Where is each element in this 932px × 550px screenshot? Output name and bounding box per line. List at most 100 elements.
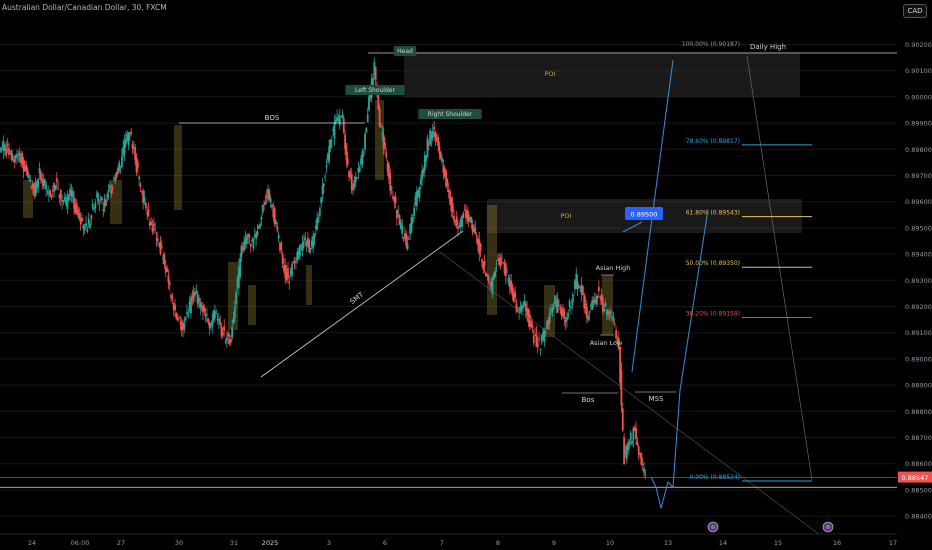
event-flag-dot — [826, 525, 830, 529]
candle — [38, 167, 41, 174]
candle — [103, 198, 106, 208]
x-tick-label: 3 — [327, 539, 331, 547]
candle — [421, 170, 424, 179]
candle — [281, 253, 284, 264]
x-tick-label: 14 — [719, 539, 727, 547]
candle — [126, 134, 129, 140]
candle — [356, 176, 358, 178]
candle — [109, 185, 111, 189]
candle — [547, 319, 550, 325]
candle — [475, 235, 478, 237]
candle — [407, 238, 410, 240]
session-box — [375, 100, 384, 180]
candle — [144, 202, 147, 208]
x-tick-label: 2025 — [262, 539, 279, 547]
candle — [431, 131, 434, 138]
candle — [243, 242, 246, 251]
candle — [225, 337, 228, 341]
candle — [437, 137, 439, 146]
candle — [196, 293, 199, 304]
candle — [24, 166, 26, 172]
candle — [635, 427, 637, 440]
candle — [462, 213, 465, 218]
candle — [621, 408, 624, 431]
candle — [171, 296, 174, 300]
candle — [211, 320, 214, 327]
candle — [556, 298, 559, 313]
y-tick-label: 0.88500 — [905, 486, 932, 494]
candle — [91, 203, 94, 207]
candle — [398, 214, 401, 225]
asian-high-label: Asian High — [596, 264, 631, 272]
candle — [249, 243, 252, 247]
price-callout-bg — [625, 207, 663, 220]
y-tick-label: 0.89000 — [905, 355, 932, 363]
candle — [454, 220, 457, 223]
candle — [425, 155, 428, 162]
currency-selector[interactable]: CAD — [903, 4, 927, 18]
candle — [35, 181, 38, 190]
candle — [190, 297, 192, 314]
candle — [97, 192, 99, 203]
candle — [337, 119, 340, 122]
candle — [28, 175, 30, 178]
candle — [284, 264, 287, 278]
candle — [61, 200, 64, 202]
candle — [581, 286, 584, 296]
candle — [405, 233, 408, 246]
candle — [322, 183, 325, 187]
x-tick-label: 17 — [889, 539, 897, 547]
candle — [357, 168, 360, 173]
candle — [118, 162, 121, 171]
candle — [147, 209, 150, 217]
candle — [507, 277, 510, 283]
candle — [616, 340, 619, 342]
smt-line — [260, 230, 464, 378]
x-tick-label: 16 — [833, 539, 841, 547]
candle — [643, 468, 645, 473]
poi-label-lower: POI — [561, 212, 572, 220]
candle — [180, 321, 183, 331]
candle — [0, 147, 2, 153]
candle — [470, 216, 473, 224]
projection-path — [650, 209, 709, 509]
candle — [155, 238, 158, 240]
candle — [263, 204, 265, 206]
candle — [69, 188, 71, 195]
candle — [135, 157, 138, 172]
candle — [555, 302, 558, 307]
candle — [374, 67, 377, 81]
candle — [170, 295, 172, 299]
candle — [65, 200, 68, 205]
candle — [4, 145, 6, 151]
candle — [287, 268, 289, 279]
candle — [392, 196, 394, 199]
candle — [334, 120, 337, 124]
candle — [297, 250, 300, 258]
x-tick-label: 24 — [28, 539, 36, 547]
candle — [539, 348, 542, 350]
candle — [419, 178, 422, 185]
candle — [528, 314, 531, 327]
y-tick-label: 0.88400 — [905, 513, 932, 521]
candle — [592, 299, 595, 303]
candle — [591, 300, 594, 310]
candle — [415, 191, 418, 206]
candle — [548, 312, 551, 323]
candle — [380, 125, 382, 127]
candle — [221, 332, 224, 336]
candle — [102, 208, 105, 211]
candle — [188, 301, 191, 310]
candle — [275, 221, 277, 225]
y-tick-label: 0.89700 — [905, 172, 932, 180]
candle — [106, 194, 109, 197]
candle — [309, 248, 312, 250]
head-label-bg — [393, 46, 417, 56]
candle — [365, 128, 368, 133]
candle — [113, 177, 115, 179]
candle — [154, 228, 157, 230]
candle — [366, 114, 369, 123]
candle — [560, 309, 563, 317]
candle — [511, 285, 514, 297]
